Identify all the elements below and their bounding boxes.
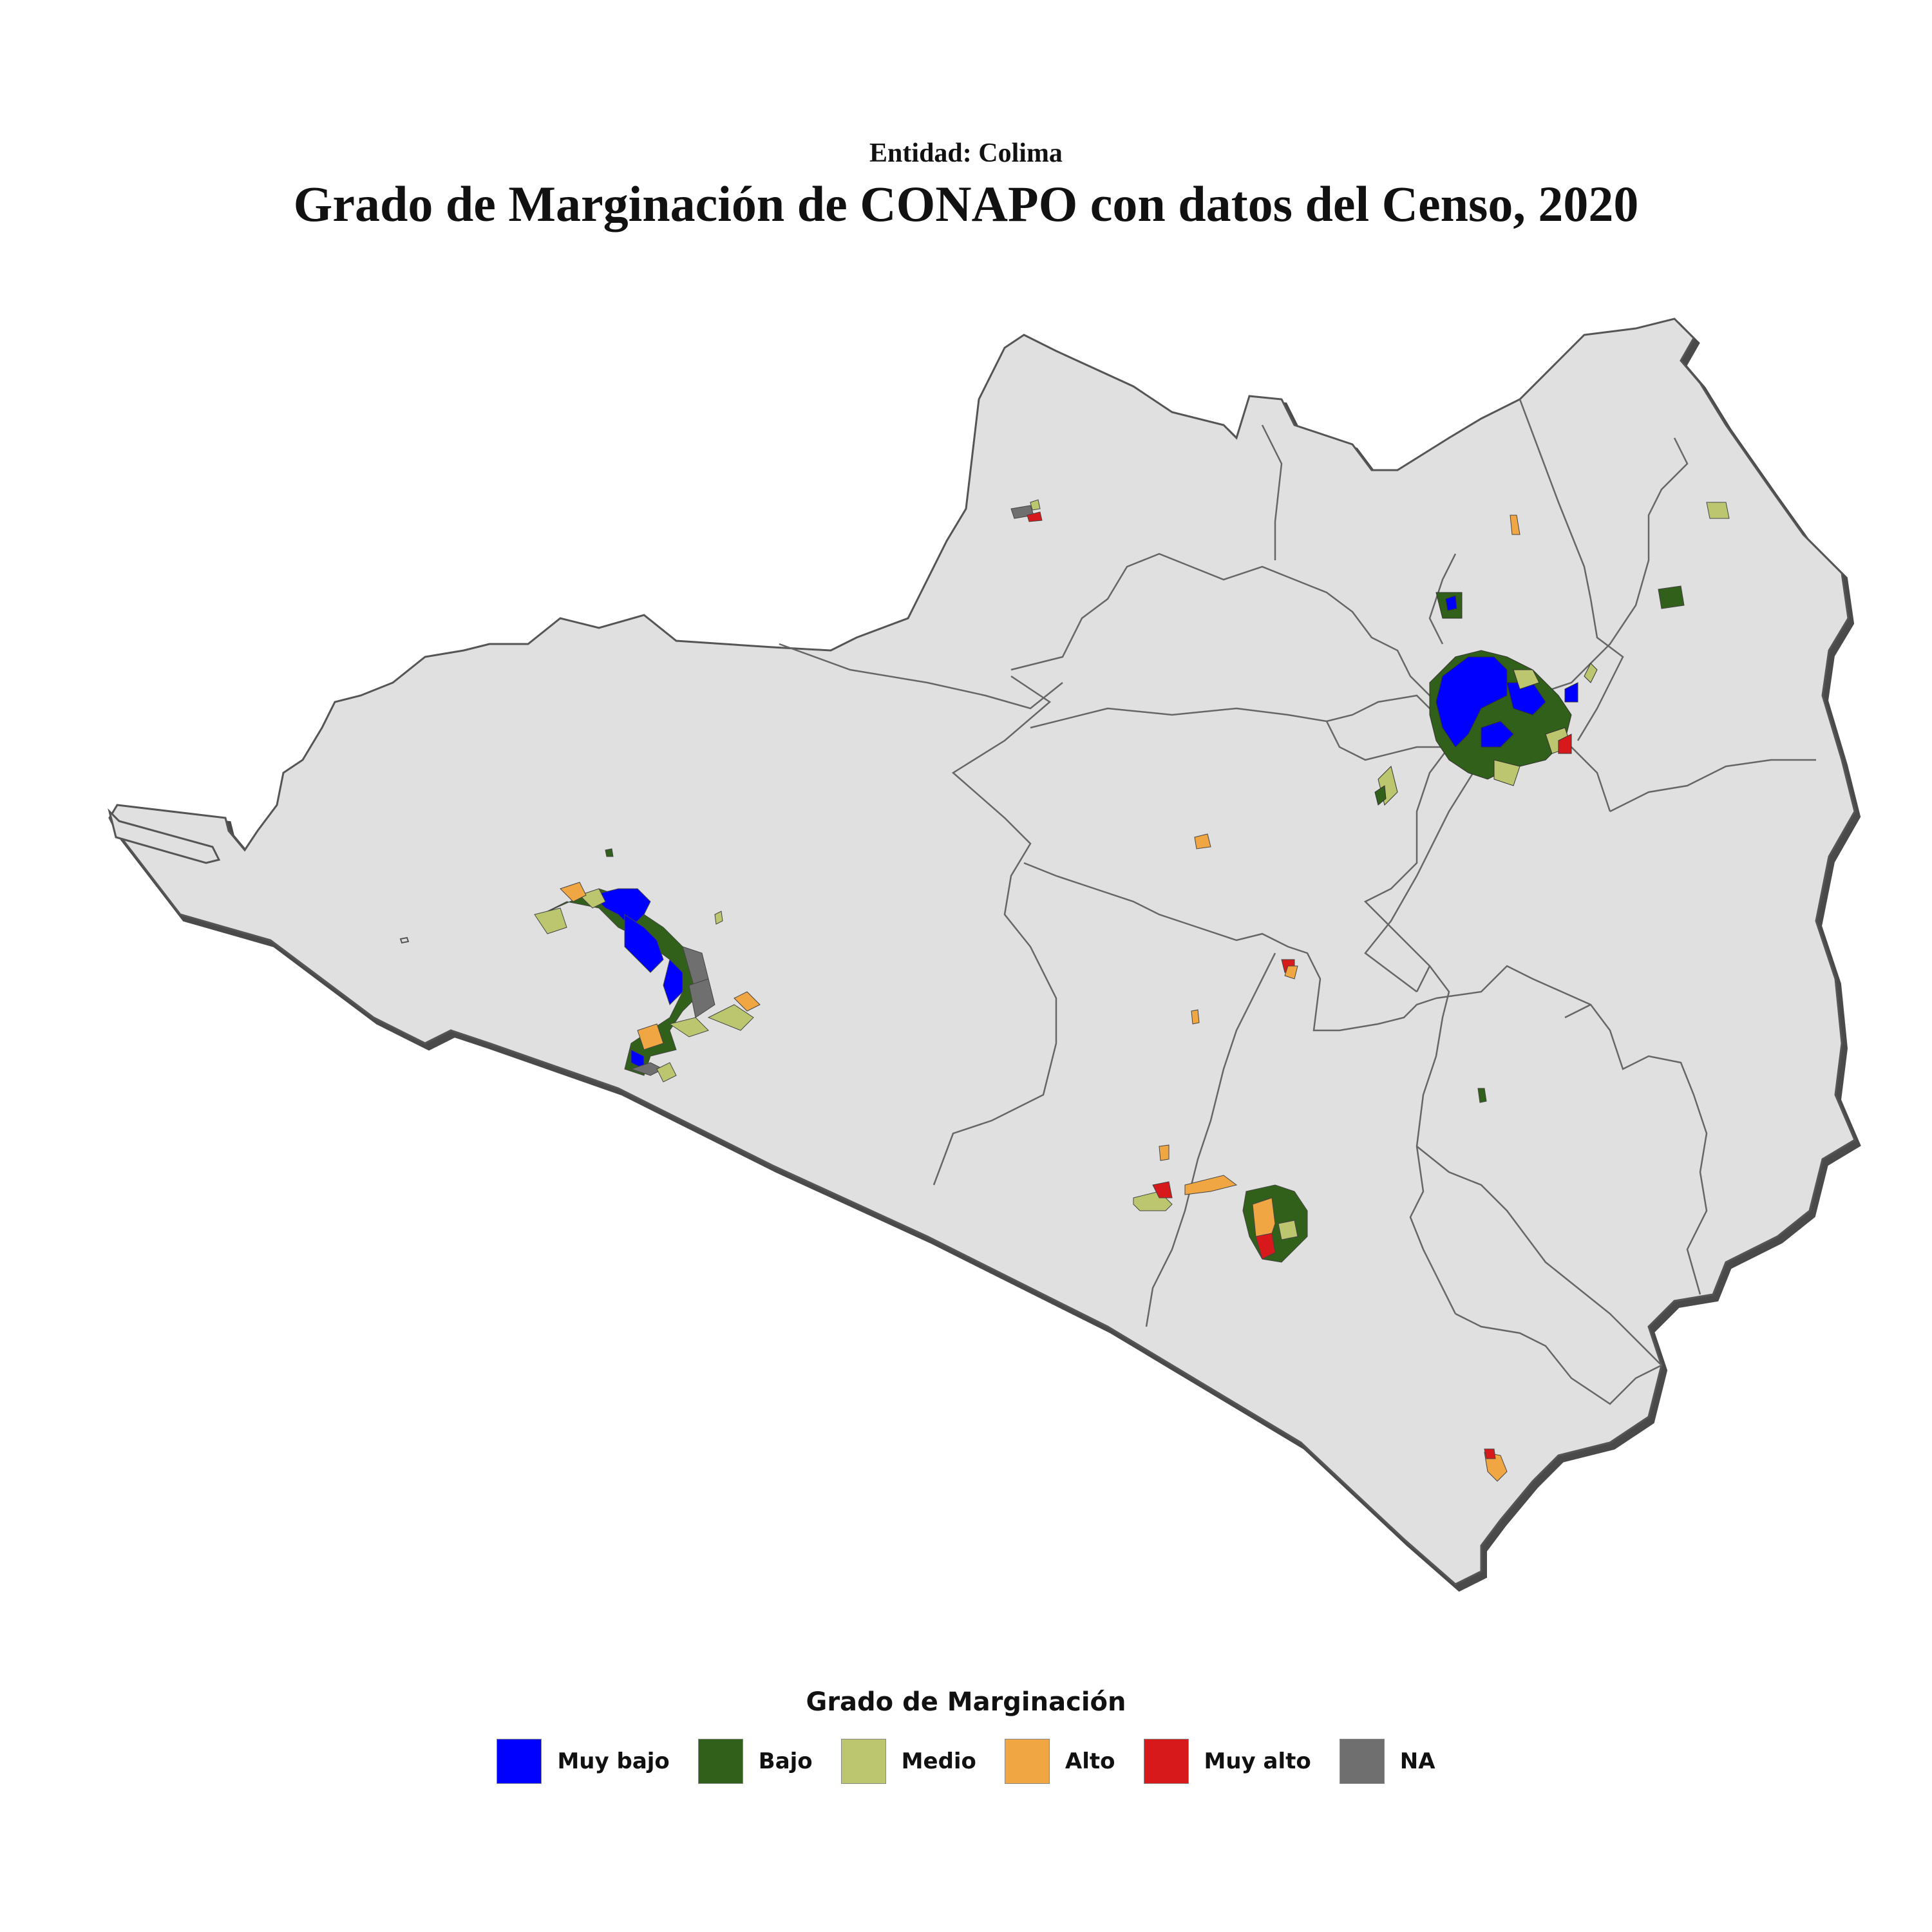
island bbox=[399, 936, 410, 944]
legend-label: Bajo bbox=[758, 1748, 813, 1774]
legend-item-medio: Medio bbox=[840, 1739, 976, 1784]
legend-title: Grado de Marginación bbox=[806, 1687, 1126, 1717]
map-title: Grado de Marginación de CONAPO con datos… bbox=[293, 176, 1639, 232]
legend-item-bajo: Bajo bbox=[697, 1739, 813, 1784]
legend-item-na: NA bbox=[1339, 1739, 1435, 1784]
legend-item-alto: Alto bbox=[1004, 1739, 1115, 1784]
legend-swatch bbox=[1143, 1739, 1189, 1784]
western-spit bbox=[108, 808, 221, 864]
legend-label: Alto bbox=[1065, 1748, 1115, 1774]
legend-label: Muy alto bbox=[1204, 1748, 1311, 1774]
legend-swatch bbox=[840, 1739, 886, 1784]
legend-swatch bbox=[697, 1739, 743, 1784]
legend-label: NA bbox=[1399, 1748, 1435, 1774]
legend-swatch bbox=[1004, 1739, 1050, 1784]
manzanillo-urban bbox=[534, 848, 761, 1083]
legend-item-muy-alto: Muy alto bbox=[1143, 1739, 1311, 1784]
colima-urban bbox=[1374, 592, 1598, 806]
legend-label: Medio bbox=[901, 1748, 976, 1774]
localities bbox=[1010, 499, 1730, 1482]
legend-label: Muy bajo bbox=[557, 1748, 670, 1774]
state-outline bbox=[108, 317, 1856, 1586]
legend-item-muy-bajo: Muy bajo bbox=[497, 1739, 670, 1784]
legend: Muy bajo Bajo Medio Alto Muy alto NA bbox=[0, 1739, 1932, 1784]
map-subtitle: Entidad: Colima bbox=[869, 138, 1063, 168]
legend-swatch bbox=[1339, 1739, 1385, 1784]
legend-swatch bbox=[497, 1739, 542, 1784]
